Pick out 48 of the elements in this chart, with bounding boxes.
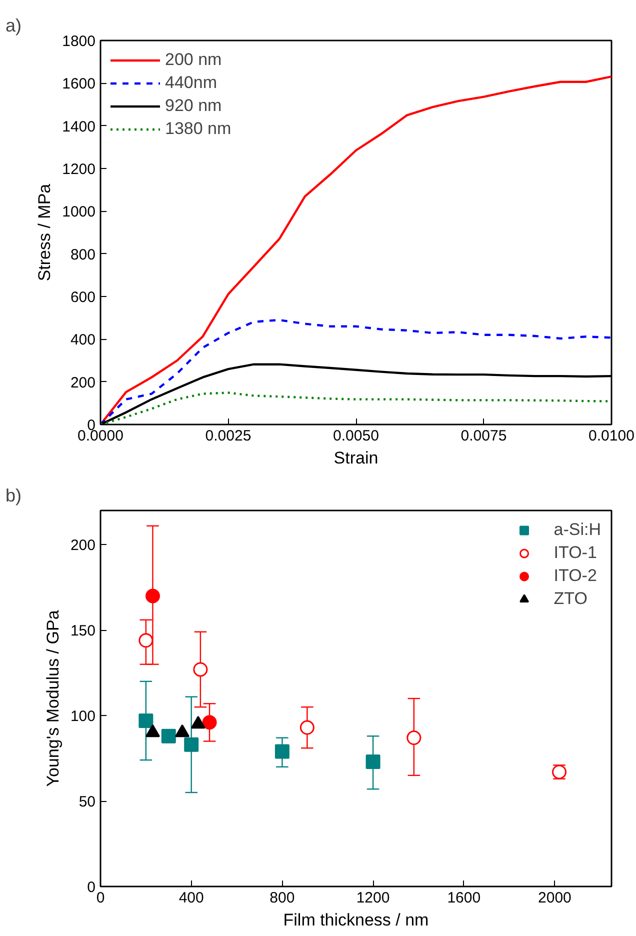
legend-label: a-Si:H <box>554 520 601 540</box>
y-tick-label: 1600 <box>62 76 96 93</box>
y-axis-title: Young's Modulus / GPa <box>43 610 62 787</box>
legend-label: ZTO <box>554 589 588 609</box>
y-tick-label: 1000 <box>62 204 96 221</box>
y-tick-label: 1400 <box>62 118 96 136</box>
x-tick-label: 0.0025 <box>205 428 252 444</box>
x-tick-label: 1200 <box>356 890 390 906</box>
text: b) <box>6 486 22 506</box>
point <box>300 720 314 735</box>
legend-label: 440nm <box>165 73 217 93</box>
point <box>202 715 217 730</box>
point <box>406 730 422 746</box>
y-axis-title: Stress / MPa <box>35 183 54 282</box>
legend-label: ITO-1 <box>554 543 597 563</box>
y-tick-label: 200 <box>70 537 96 554</box>
point <box>138 713 154 728</box>
y-tick-label: 100 <box>70 708 96 726</box>
point <box>193 662 208 677</box>
point <box>366 754 380 769</box>
legend-label: 200 nm <box>165 50 222 70</box>
x-tick-label: 800 <box>270 890 295 906</box>
x-axis-title: Strain <box>334 448 378 468</box>
y-tick-label: 1200 <box>62 161 96 178</box>
x-tick-label: 0.0075 <box>460 428 507 444</box>
y-tick-label: 400 <box>70 332 96 349</box>
x-tick-label: 0.0100 <box>588 428 634 444</box>
legend-label: 920 nm <box>165 96 222 116</box>
x-tick-label: 2000 <box>538 890 572 906</box>
y-tick-label: 50 <box>78 794 96 811</box>
point <box>274 744 290 759</box>
legend-label: 1380 nm <box>165 119 232 139</box>
y-tick-label: 200 <box>70 374 96 392</box>
x-tick-label: 400 <box>178 890 204 906</box>
point <box>145 588 160 604</box>
x-tick-label: 1600 <box>447 890 481 906</box>
point <box>161 728 176 744</box>
legend-label: ITO-2 <box>554 566 597 586</box>
x-axis-title: Film thickness / nm <box>283 910 429 930</box>
point <box>184 737 199 752</box>
y-tick-label: 600 <box>70 289 96 306</box>
y-tick-label: 800 <box>70 246 96 264</box>
y-tick-label: 1800 <box>62 33 96 50</box>
text: a) <box>6 16 22 36</box>
x-tick-label: 0.0050 <box>333 428 379 444</box>
y-tick-label: 0 <box>87 879 96 896</box>
point <box>138 633 154 648</box>
y-tick-label: 150 <box>70 622 96 640</box>
